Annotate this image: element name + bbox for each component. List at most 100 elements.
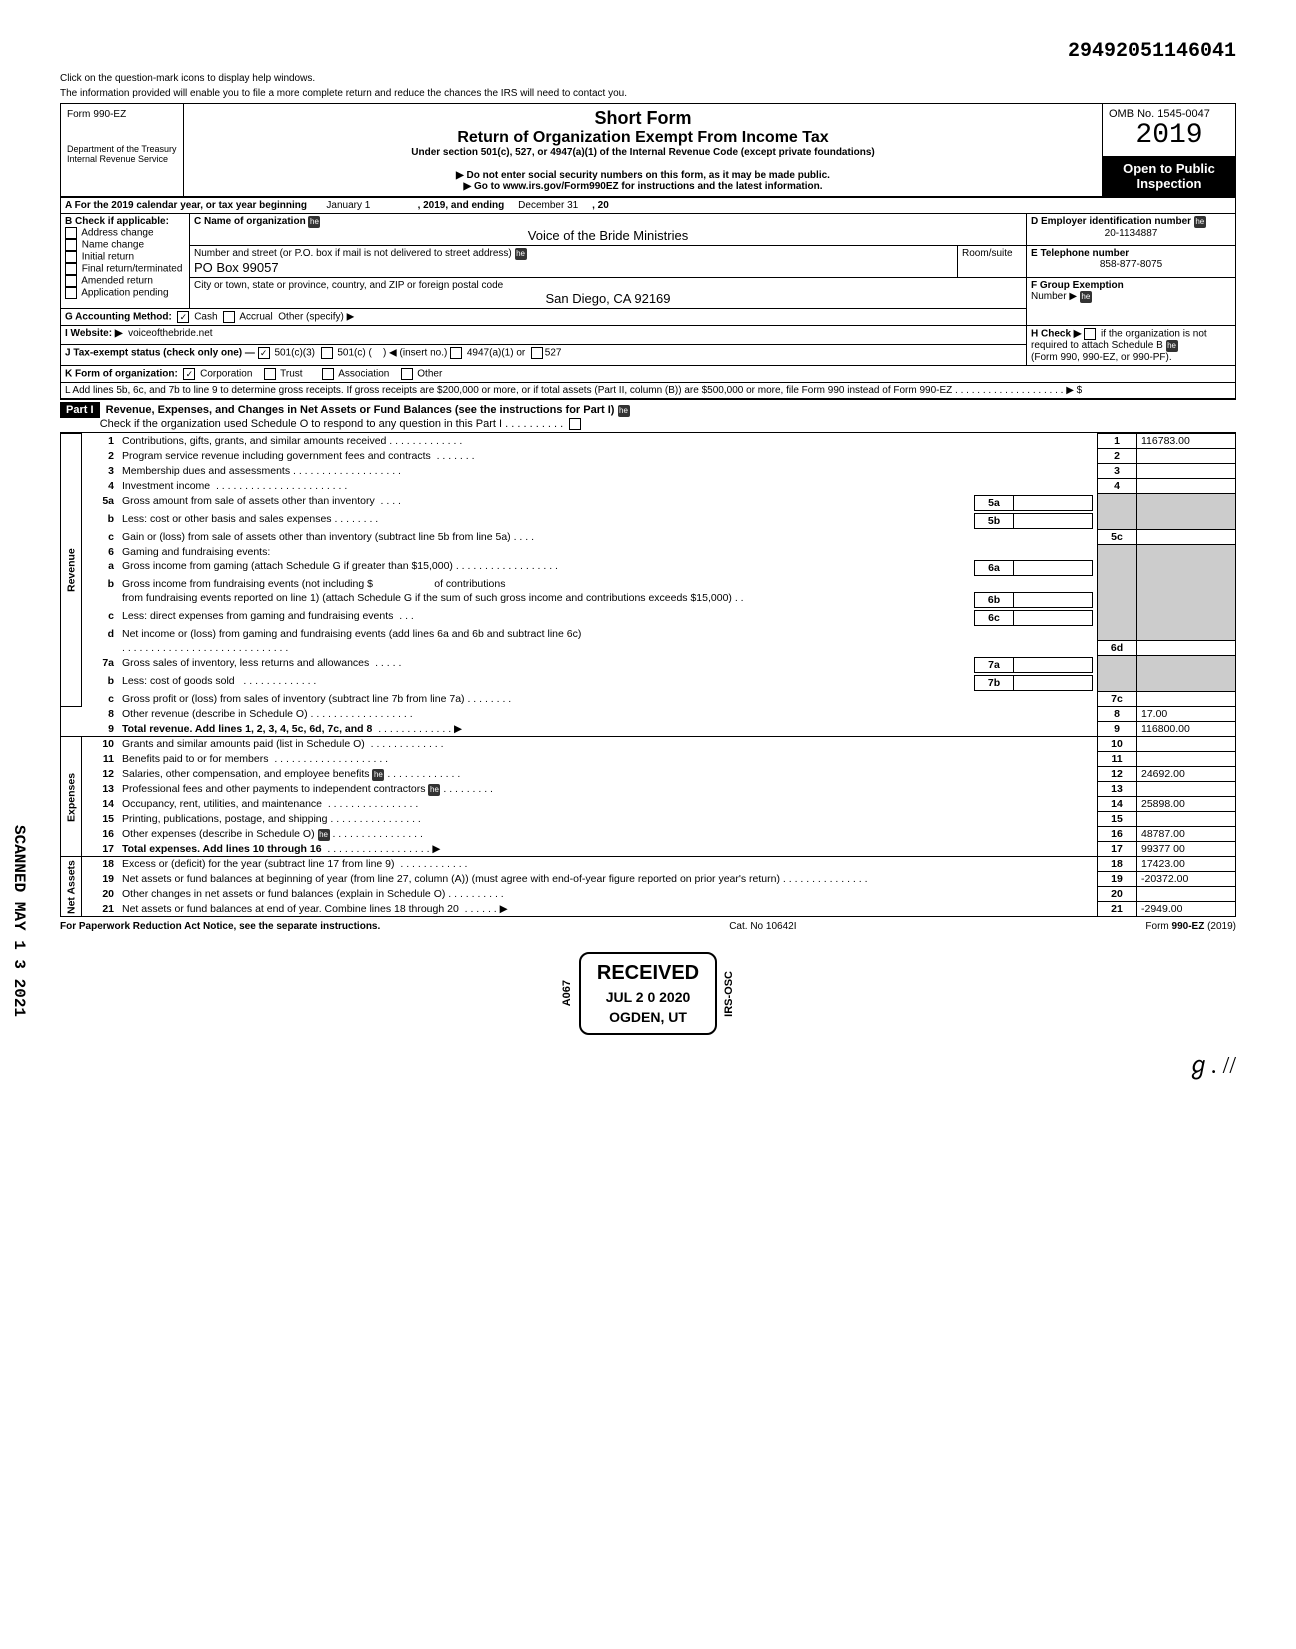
line-desc: Contributions, gifts, grants, and simila… [118, 434, 1098, 449]
amount-label: 19 [1098, 872, 1137, 887]
sub-label: 7a [975, 657, 1014, 672]
amount-label: 12 [1098, 767, 1137, 782]
line-desc: Less: cost or other basis and sales expe… [118, 512, 1098, 530]
received-location: OGDEN, UT [597, 1009, 699, 1025]
checkbox-527[interactable] [531, 347, 543, 359]
row-h-text2: required to attach Schedule B [1031, 340, 1163, 351]
line-num: 7a [82, 656, 119, 674]
opt-4947: 4947(a)(1) or [467, 348, 525, 359]
form-subtitle: Under section 501(c), 527, or 4947(a)(1)… [190, 147, 1096, 158]
help-icon[interactable]: he [515, 248, 527, 260]
box-f-label: F Group Exemption [1031, 280, 1124, 291]
checkbox-amended[interactable] [65, 275, 77, 287]
line-num: 17 [82, 842, 119, 857]
checkbox-association[interactable] [322, 368, 334, 380]
checkbox-501c3[interactable] [258, 347, 270, 359]
opt-amended: Amended return [81, 276, 153, 287]
row-h-text1: if the organization is not [1101, 329, 1207, 340]
opt-accrual: Accrual [239, 312, 272, 323]
checkbox-final-return[interactable] [65, 263, 77, 275]
line-desc: Net assets or fund balances at end of ye… [118, 902, 1098, 917]
opt-insert: ) ◀ (insert no.) [383, 348, 447, 359]
checkbox-corporation[interactable] [183, 368, 195, 380]
checkbox-accrual[interactable] [223, 311, 235, 323]
checkbox-initial-return[interactable] [65, 251, 77, 263]
box-e-label: E Telephone number [1031, 248, 1129, 259]
help-icon[interactable]: he [308, 216, 320, 228]
amount-label: 14 [1098, 797, 1137, 812]
checkbox-other-org[interactable] [401, 368, 413, 380]
row-a-label: A For the 2019 calendar year, or tax yea… [65, 200, 307, 211]
checkbox-schedule-o[interactable] [569, 418, 581, 430]
line-num: c [82, 692, 119, 707]
line-num: 18 [82, 857, 119, 872]
line-num: b [82, 512, 119, 530]
help-icon[interactable]: he [618, 405, 630, 417]
checkbox-trust[interactable] [264, 368, 276, 380]
line-num: 11 [82, 752, 119, 767]
line-desc: Professional fees and other payments to … [118, 782, 1098, 797]
line-num: 8 [82, 707, 119, 722]
amount-label: 9 [1098, 722, 1137, 737]
line-num: 10 [82, 737, 119, 752]
box-b-title: B Check if applicable: [65, 216, 169, 227]
ein-value: 20-1134887 [1031, 228, 1231, 239]
help-icon[interactable]: he [1080, 291, 1092, 303]
line-desc: Total expenses. Add lines 10 through 16 … [118, 842, 1098, 857]
line-desc: Benefits paid to or for members . . . . … [118, 752, 1098, 767]
footer-mid: Cat. No 10642I [729, 921, 796, 932]
checkbox-pending[interactable] [65, 287, 77, 299]
amount-value: 25898.00 [1137, 797, 1236, 812]
line-desc: Grants and similar amounts paid (list in… [118, 737, 1098, 752]
line-desc: Occupancy, rent, utilities, and maintena… [118, 797, 1098, 812]
received-title: RECEIVED [597, 962, 699, 985]
line-desc: Membership dues and assessments . . . . … [118, 464, 1098, 479]
amount-value [1137, 479, 1236, 494]
received-date: JUL 2 0 2020 [597, 989, 699, 1005]
opt-association: Association [338, 369, 389, 380]
line-desc: from fundraising events reported on line… [118, 591, 1098, 609]
checkbox-name-change[interactable] [65, 239, 77, 251]
line-num: 1 [82, 434, 119, 449]
line-num: 6 [82, 545, 119, 559]
checkbox-address-change[interactable] [65, 227, 77, 239]
amount-value [1137, 752, 1236, 767]
help-icon[interactable]: he [428, 784, 440, 796]
form-year: 2019 [1109, 120, 1229, 151]
checkbox-501c[interactable] [321, 347, 333, 359]
help-icon[interactable]: he [372, 769, 384, 781]
line-num: 5a [82, 494, 119, 512]
opt-pending: Application pending [81, 288, 168, 299]
checkbox-cash[interactable] [177, 311, 189, 323]
amount-value [1137, 737, 1236, 752]
page-marker: 29492051146041 [60, 40, 1236, 63]
line-num: 3 [82, 464, 119, 479]
line-desc: Gross income from gaming (attach Schedul… [118, 559, 1098, 577]
help-line-2: The information provided will enable you… [60, 88, 1236, 99]
amount-label: 1 [1098, 434, 1137, 449]
help-icon[interactable]: he [1166, 340, 1178, 352]
amount-label: 6d [1098, 641, 1137, 656]
addr-label: Number and street (or P.O. box if mail i… [194, 248, 512, 259]
checkbox-schedule-b[interactable] [1084, 328, 1096, 340]
checkbox-4947[interactable] [450, 347, 462, 359]
line-num: 19 [82, 872, 119, 887]
help-icon[interactable]: he [1194, 216, 1206, 228]
line-desc: Net assets or fund balances at beginning… [118, 872, 1098, 887]
help-icon[interactable]: he [318, 829, 330, 841]
open-public-2: Inspection [1109, 176, 1229, 191]
opt-final-return: Final return/terminated [82, 264, 183, 275]
sub-label: 7b [975, 675, 1014, 690]
opt-501c3: 501(c)(3) [274, 348, 315, 359]
amount-label: 2 [1098, 449, 1137, 464]
omb-number: OMB No. 1545-0047 [1109, 108, 1229, 120]
scanned-stamp: SCANNED MAY 1 3 2021 [10, 825, 28, 1017]
row-h-label: H Check ▶ [1031, 329, 1081, 340]
line-desc: Gain or (loss) from sale of assets other… [118, 530, 1098, 545]
row-a-end: December 31 [518, 200, 578, 211]
amount-value [1137, 449, 1236, 464]
amount-label: 18 [1098, 857, 1137, 872]
line-desc: Excess or (deficit) for the year (subtra… [118, 857, 1098, 872]
part-1-label: Part I [60, 402, 100, 418]
sub-value [1014, 657, 1093, 672]
